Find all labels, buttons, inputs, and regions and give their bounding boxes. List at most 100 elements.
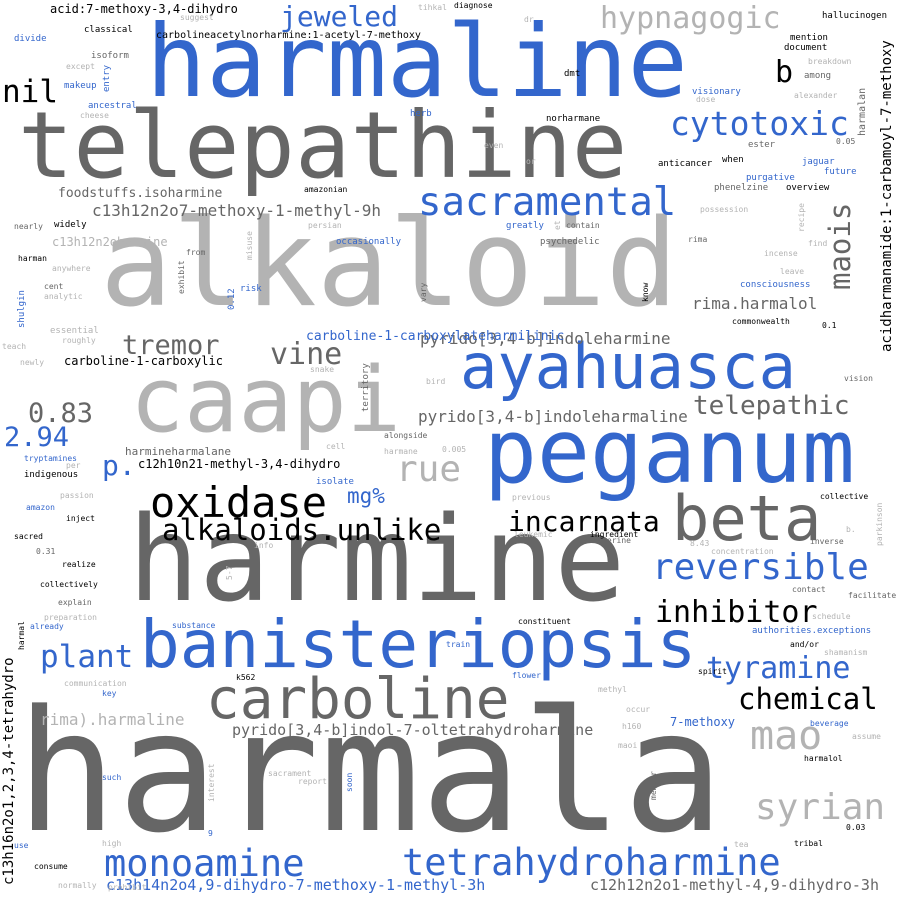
word: h160 [622, 722, 642, 731]
word: 9 [208, 829, 213, 838]
word: exhibit [177, 260, 186, 294]
word: carboline-1-carboxylic [64, 354, 223, 368]
word: collectively [40, 580, 98, 589]
word: occasionally [336, 237, 402, 247]
word: nearly [14, 222, 43, 231]
word: herb [410, 109, 432, 119]
word: banisteriopsis [140, 606, 697, 683]
word: interest [207, 763, 216, 802]
word: amazonian [304, 185, 348, 194]
word: such [102, 773, 122, 782]
word: sacred [14, 532, 43, 541]
word: ayahuasca [460, 330, 796, 403]
word: cent [44, 282, 64, 291]
word: c12h12n2o1-methyl-4,9-dihydro-3h [590, 876, 879, 894]
word: consume [34, 862, 68, 871]
word: tribal [794, 839, 823, 848]
word: among [804, 71, 832, 81]
word: acidharmanamide:1-carbamoyl-7-methoxy [879, 40, 895, 352]
word: peganum [484, 400, 855, 503]
word: collective [820, 492, 869, 501]
word: monoamine [104, 842, 305, 885]
word: reversible [652, 547, 869, 588]
word: methyl [598, 685, 627, 694]
word: 2.94 [4, 422, 70, 453]
word: shulgin [17, 290, 27, 328]
word: anticancer [658, 159, 713, 169]
word: psychedelic [540, 237, 600, 247]
word: maoi [618, 741, 638, 750]
word: divide [14, 34, 47, 44]
word: leave [780, 267, 805, 276]
word: 8.43 [690, 539, 710, 548]
word: rima).harmaline [40, 710, 185, 729]
word: 0.31 [36, 547, 56, 556]
word: anywhere [52, 264, 91, 273]
word: prohibit [108, 883, 147, 892]
word: teach [2, 342, 27, 351]
word: dmt [564, 69, 581, 79]
word: alkaloid [100, 195, 678, 334]
word: c13h14n2o4,9-dihydro-7-methoxy-1-methyl-… [106, 876, 486, 894]
word: mao [750, 713, 823, 759]
word: tea [734, 840, 749, 849]
word: tryptamines [24, 454, 77, 463]
word: dr [524, 15, 534, 24]
word: contain [566, 221, 600, 230]
word: newly [20, 358, 45, 367]
word: sacramental [418, 180, 677, 225]
word: nil [2, 74, 58, 110]
word: c12h10n21-methyl-3,4-dihydro [138, 457, 341, 471]
word: cell [326, 442, 346, 451]
word: roughly [62, 336, 96, 345]
word: explain [58, 598, 92, 607]
word: visionary [692, 87, 741, 97]
word: jeweled [280, 0, 399, 33]
word: misuse [245, 231, 254, 260]
word: cytotoxic [670, 104, 849, 143]
word: chemical [738, 682, 878, 716]
word: entry [102, 64, 112, 92]
word: vary [419, 282, 428, 302]
word: substance [172, 621, 216, 630]
word: carboline [206, 667, 510, 732]
word: analytic [44, 292, 83, 301]
word: harman [18, 254, 47, 263]
word: hallucinogen [822, 11, 888, 21]
word: telepathine [18, 92, 628, 199]
word: member [649, 771, 658, 800]
word: when [722, 155, 744, 165]
word: except [66, 62, 95, 71]
word: phenelzine [714, 183, 769, 193]
word: b [775, 55, 794, 90]
word: caapi [130, 348, 401, 453]
word: inverse [810, 537, 844, 546]
word: carbolineacetylnorharmine:1-acetyl-7-met… [156, 30, 421, 41]
word: beverage [810, 719, 849, 728]
word: report [298, 777, 327, 786]
word: tihkal [418, 3, 447, 12]
word: pyrido[3,4-b]indoleharmine [420, 329, 671, 348]
word: use [14, 841, 29, 850]
word: hypnagogic [600, 1, 781, 36]
word: dose [696, 95, 716, 104]
word: indigenous [24, 470, 79, 480]
word: rue [396, 449, 462, 490]
word: territory [361, 363, 371, 412]
word: greatly [506, 221, 544, 231]
word: per [66, 461, 81, 470]
word: c13h12n2oharmine [52, 235, 168, 249]
word: contact [792, 585, 826, 594]
word: train [446, 640, 471, 649]
word: key [102, 689, 117, 698]
word: possession [700, 205, 749, 214]
word: or [526, 157, 536, 166]
word: et [553, 220, 562, 230]
word: harmalan [857, 87, 868, 136]
word: diagnose [454, 1, 493, 10]
word: plant [40, 639, 134, 675]
word: leukemic [514, 530, 553, 539]
word: alexander [794, 91, 838, 100]
word: acid:7-methoxy-3,4-dihydro [50, 2, 238, 16]
